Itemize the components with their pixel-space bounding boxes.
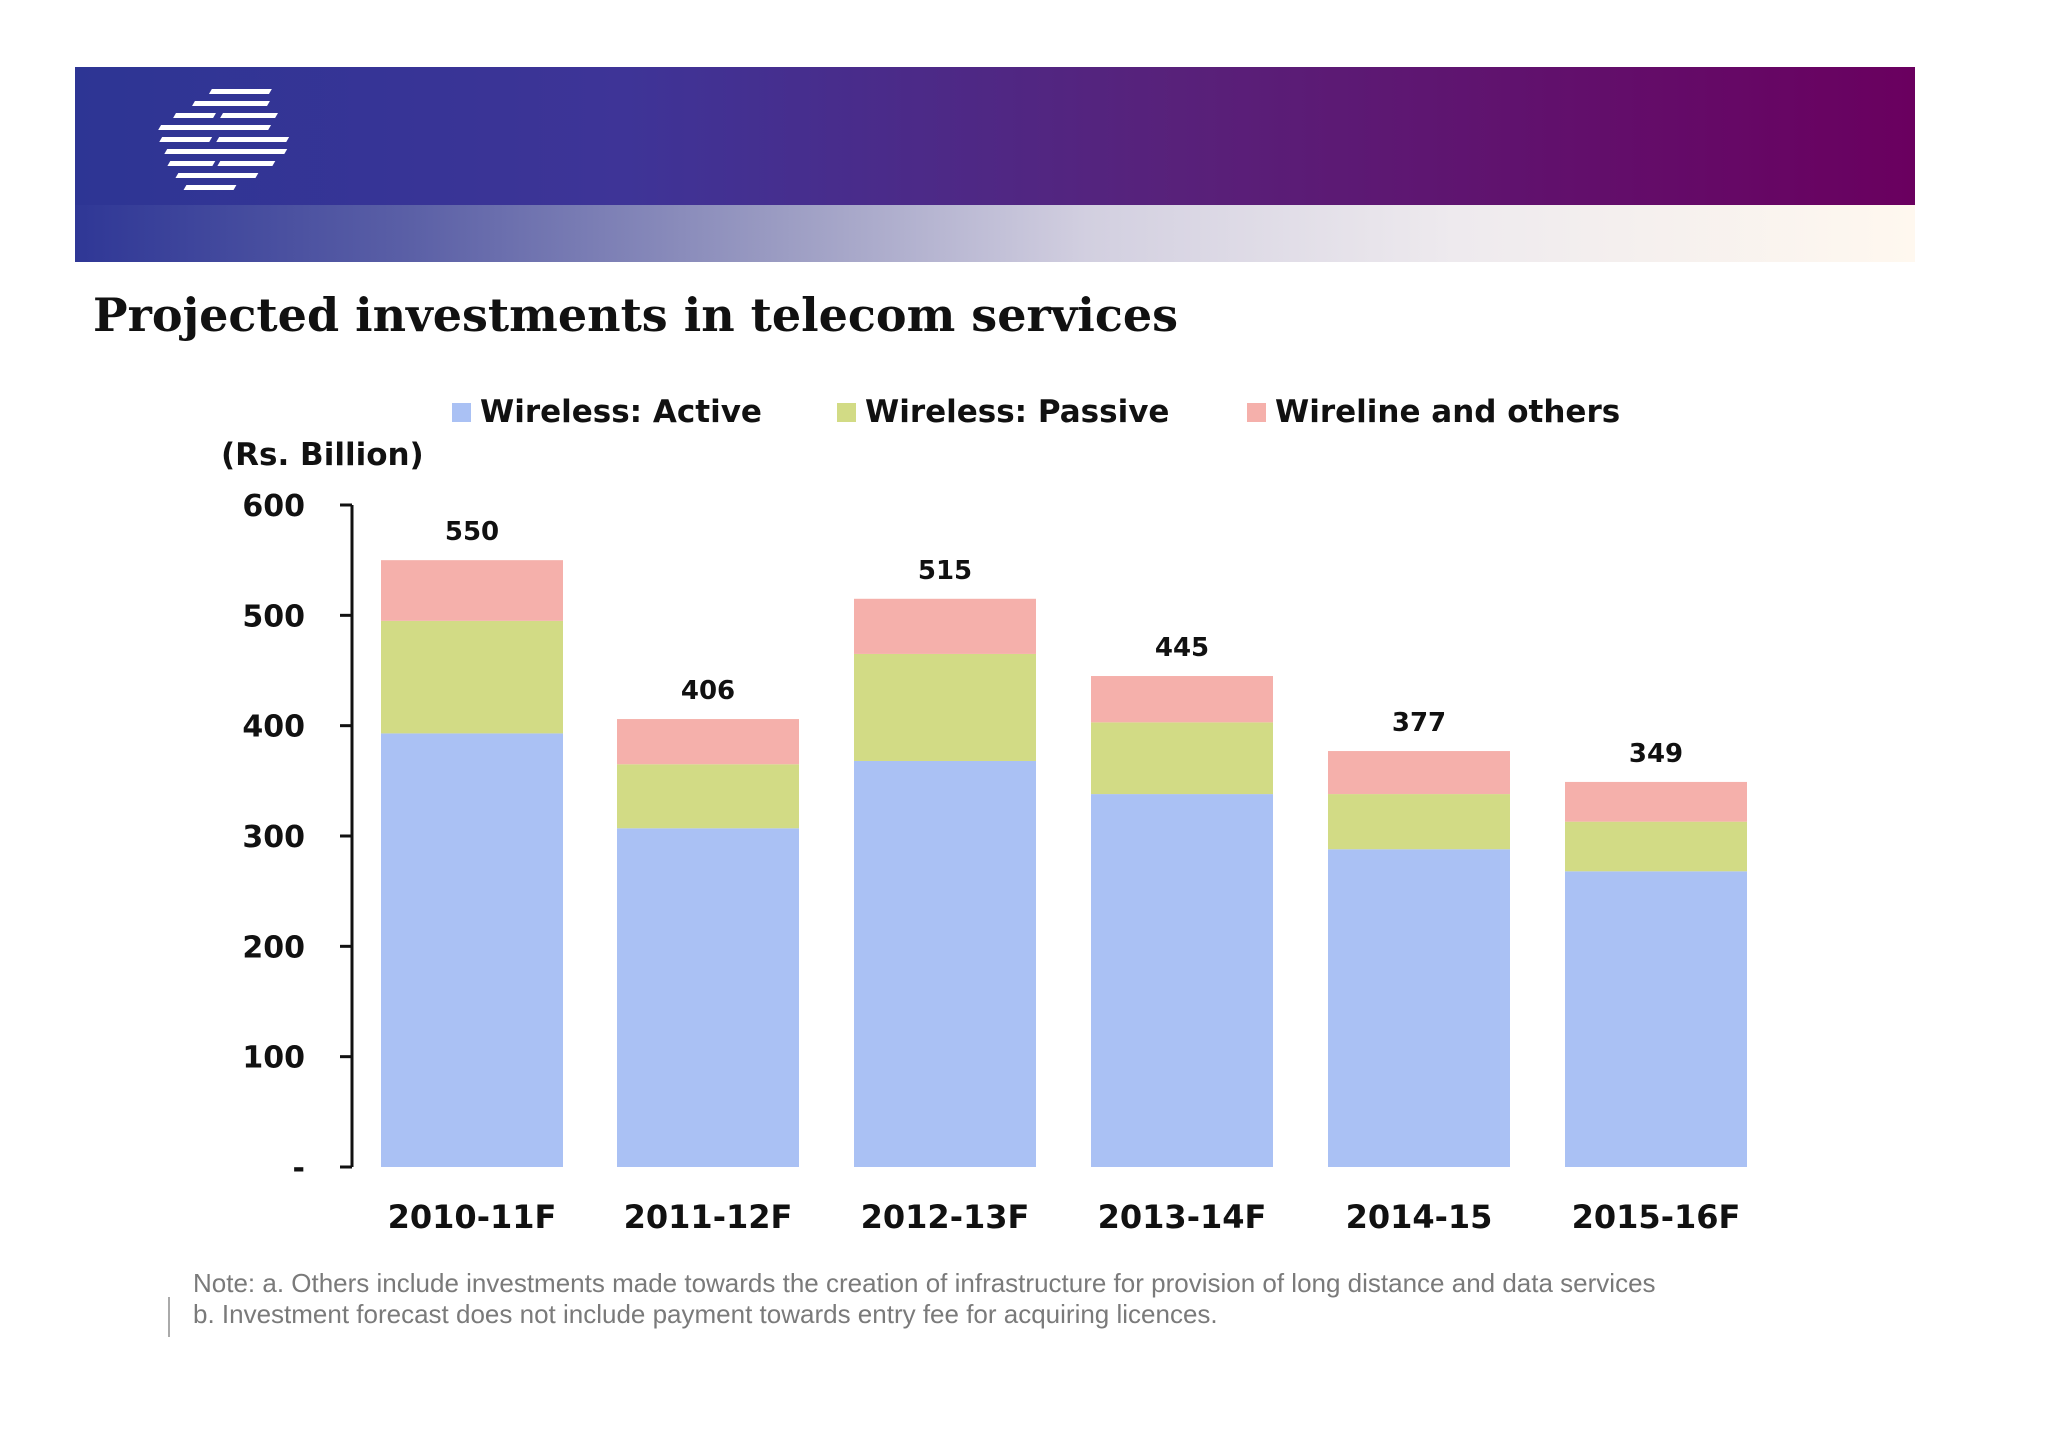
total-label-2014-15: 377 — [1392, 708, 1446, 738]
legend-swatch-2 — [837, 403, 856, 422]
y-tick-label-500: 500 — [242, 599, 305, 634]
bar-2014-15-2 — [1328, 794, 1510, 850]
company-logo-icon — [158, 89, 290, 190]
bar-2013-14F-1 — [1091, 794, 1273, 1167]
banner-bottom-band — [75, 205, 1915, 262]
footnote: Note: a. Others include investments made… — [193, 1268, 1953, 1330]
y-tick-label-600: 600 — [242, 489, 305, 524]
note-line-1: Note: a. Others include investments made… — [193, 1268, 1656, 1298]
header-banner — [75, 67, 1915, 262]
bar-2011-12F-1 — [617, 828, 799, 1167]
bar-2011-12F-2 — [617, 764, 799, 829]
note-divider — [168, 1297, 170, 1337]
legend-swatch-3 — [1247, 403, 1266, 422]
legend-label-2: Wireless: Passive — [865, 394, 1169, 430]
y-unit-label: (Rs. Billion) — [221, 437, 424, 473]
bar-2015-16F-1 — [1565, 871, 1747, 1167]
x-tick-label-2010-11F: 2010-11F — [388, 1198, 557, 1236]
x-tick-label-2014-15: 2014-15 — [1346, 1198, 1493, 1236]
bar-2010-11F-3 — [381, 560, 563, 621]
total-label-2011-12F: 406 — [681, 676, 735, 706]
total-label-2012-13F: 515 — [918, 556, 972, 586]
bar-2012-13F-3 — [854, 598, 1036, 654]
x-tick-label-2011-12F: 2011-12F — [624, 1198, 793, 1236]
y-tick-label-300: 300 — [242, 820, 305, 855]
bar-2010-11F-2 — [381, 620, 563, 734]
bar-2014-15-3 — [1328, 751, 1510, 795]
y-tick-label-100: 100 — [242, 1041, 305, 1076]
banner-top-band — [75, 67, 1915, 205]
note-line-2: b. Investment forecast does not include … — [193, 1299, 1218, 1329]
legend-label-1: Wireless: Active — [480, 394, 762, 430]
x-tick-label-2013-14F: 2013-14F — [1098, 1198, 1267, 1236]
y-tick-label-200: 200 — [242, 930, 305, 965]
total-label-2013-14F: 445 — [1155, 633, 1209, 663]
bar-2013-14F-3 — [1091, 676, 1273, 723]
bar-2012-13F-1 — [854, 760, 1036, 1167]
legend-swatch-1 — [452, 403, 471, 422]
total-label-2015-16F: 349 — [1629, 739, 1683, 769]
bar-2010-11F-1 — [381, 733, 563, 1167]
bar-2014-15-1 — [1328, 849, 1510, 1167]
y-tick-label-0: - — [293, 1151, 305, 1186]
y-tick-label-400: 400 — [242, 710, 305, 745]
bar-2015-16F-3 — [1565, 781, 1747, 822]
x-tick-label-2015-16F: 2015-16F — [1572, 1198, 1741, 1236]
legend-label-3: Wireline and others — [1275, 394, 1620, 430]
bar-2011-12F-3 — [617, 719, 799, 765]
bar-2012-13F-2 — [854, 653, 1036, 761]
bar-2015-16F-2 — [1565, 821, 1747, 872]
x-tick-label-2012-13F: 2012-13F — [861, 1198, 1030, 1236]
slide-title: Projected investments in telecom service… — [93, 288, 1179, 342]
bar-2013-14F-2 — [1091, 722, 1273, 795]
total-label-2010-11F: 550 — [445, 517, 499, 547]
